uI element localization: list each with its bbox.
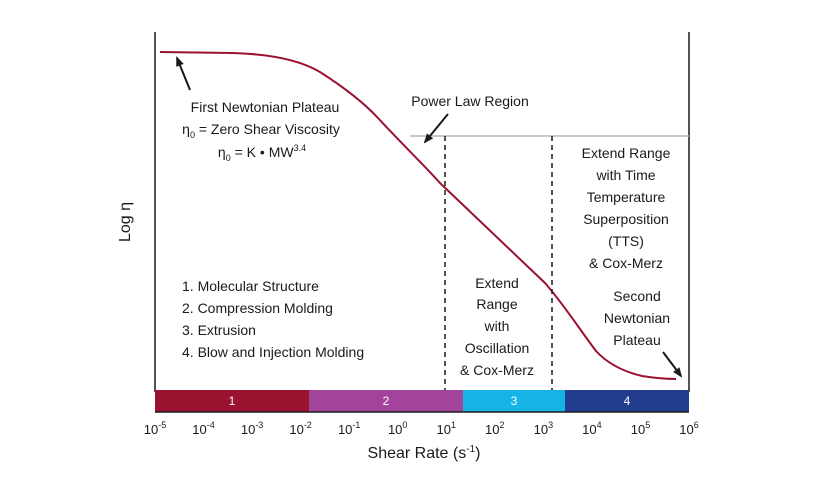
tts-line-1: Extend Range [582,145,671,161]
tts-line-6: & Cox-Merz [589,255,663,271]
x-axis-title: Shear Rate (s-1) [368,444,481,462]
band-4-label: 4 [624,394,631,408]
second-plateau-line-1: Second [613,288,660,304]
oscillation-line-2: Range [476,296,517,312]
x-tick-label: 105 [631,420,650,437]
x-tick-label: 10-4 [192,420,214,437]
process-item-1: 1. Molecular Structure [182,278,319,294]
tts-line-3: Temperature [587,189,666,205]
x-tick-label: 10-1 [338,420,360,437]
tts-line-2: with Time [595,167,655,183]
x-tick-label: 10-5 [144,420,166,437]
band-3-label: 3 [511,394,518,408]
x-tick-label: 10-3 [241,420,263,437]
band-2 [309,390,463,412]
band-4 [565,390,689,412]
x-tick-label: 106 [679,420,698,437]
band-1 [155,390,309,412]
band-2-label: 2 [383,394,390,408]
second-plateau-line-3: Plateau [613,332,660,348]
x-tick-label: 104 [582,420,601,437]
band-3 [463,390,565,412]
first-plateau-title: First Newtonian Plateau [191,99,340,115]
second-plateau-arrow [662,351,683,378]
x-tick-label: 10-2 [289,420,311,437]
oscillation-line-3: with [484,318,510,334]
viscosity-curve [159,51,677,380]
process-item-4: 4. Blow and Injection Molding [182,344,364,360]
process-item-2: 2. Compression Molding [182,300,333,316]
process-item-3: 3. Extrusion [182,322,256,338]
x-tick-label: 102 [485,420,504,437]
y-axis-title: Log η [117,202,134,242]
second-plateau-line-2: Newtonian [604,310,670,326]
oscillation-line-5: & Cox-Merz [460,362,534,378]
power-law-arrow [423,113,449,144]
oscillation-line-1: Extend [475,275,519,291]
x-tick-labels: 10-5 10-4 10-3 10-2 10-1 100 101 102 103 104 105 10… [144,420,699,437]
x-tick-label: 100 [388,420,407,437]
first-plateau-arrow [176,56,191,91]
oscillation-line-4: Oscillation [465,340,530,356]
tts-line-5: (TTS) [608,233,644,249]
x-tick-label: 103 [534,420,553,437]
tts-line-4: Superposition [583,211,669,227]
band-1-label: 1 [229,394,236,408]
mw-relation-label: η0 = K • MW3.4 [218,143,306,163]
x-tick-label: 101 [437,420,456,437]
power-law-label: Power Law Region [411,93,529,109]
zero-shear-viscosity-label: η0 = Zero Shear Viscosity [182,121,340,140]
